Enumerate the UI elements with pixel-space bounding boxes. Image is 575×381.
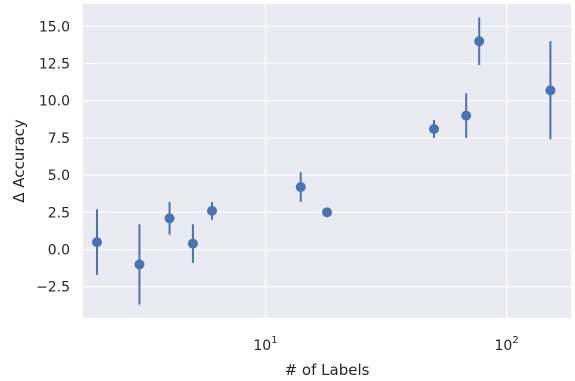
x-tick-exponent: 1 (271, 335, 277, 346)
x-tick-label: 101 (253, 335, 277, 354)
data-point (461, 110, 472, 121)
y-tick-labels: −2.5 0.0 2.5 5.0 7.5 10.0 12.5 15.0 (36, 19, 70, 295)
y-tick-label: −2.5 (36, 280, 70, 296)
data-point (295, 182, 306, 193)
plot-area (83, 4, 571, 318)
y-tick-label: 0.0 (48, 243, 70, 259)
x-tick-label: 102 (494, 335, 518, 354)
y-tick-label: 12.5 (39, 57, 70, 73)
grid (83, 4, 571, 318)
data-point (474, 36, 485, 47)
y-tick-label: 7.5 (48, 131, 70, 147)
y-tick-label: 15.0 (39, 19, 70, 35)
y-tick-label: 10.0 (39, 94, 70, 110)
data-point (207, 205, 218, 216)
x-tick-exponent: 2 (512, 335, 518, 346)
data-point (164, 213, 175, 224)
data-point (134, 259, 145, 270)
x-tick-base: 10 (253, 338, 271, 354)
data-point (322, 207, 333, 218)
x-axis-label: # of Labels (285, 361, 370, 379)
x-tick-labels: 101 102 (253, 335, 518, 354)
x-tick-base: 10 (494, 338, 512, 354)
data-point (91, 237, 102, 248)
data-points (91, 36, 556, 270)
data-point (429, 124, 440, 135)
y-axis-label: Δ Accuracy (10, 119, 28, 203)
data-point (187, 238, 198, 249)
y-tick-label: 2.5 (48, 205, 70, 221)
data-point (545, 85, 556, 96)
y-tick-label: 5.0 (48, 168, 70, 184)
